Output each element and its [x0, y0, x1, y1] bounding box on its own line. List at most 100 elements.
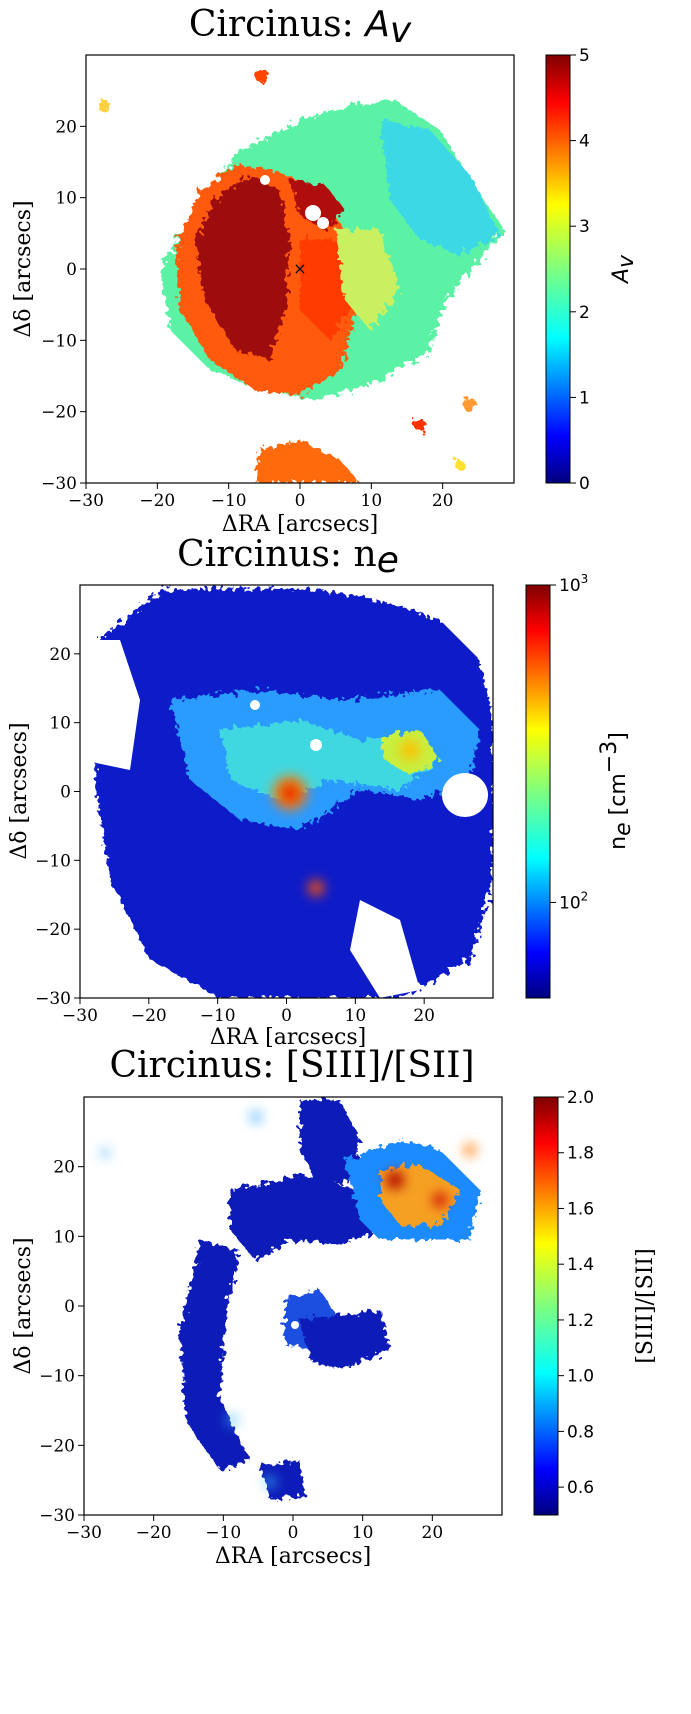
x-tick-label: −30	[62, 1006, 98, 1026]
ne-core-peak	[281, 784, 299, 802]
colorbar-tick-label: 103	[559, 572, 588, 596]
colorbar-tick-label: 0.6	[567, 1478, 594, 1498]
x-tick-label: −10	[205, 1523, 241, 1543]
x-tick-label: 10	[352, 1523, 374, 1543]
av-colorbar-ticks: 0 1 2 3 4 5	[570, 46, 590, 494]
av-region-cyan	[380, 120, 500, 255]
ratio-region-west	[180, 1240, 250, 1470]
y-tick-label: −30	[35, 989, 71, 1009]
y-tick-label: 20	[53, 1158, 75, 1178]
x-tick-label: 10	[345, 1006, 367, 1026]
colorbar-tick-label: 2.0	[567, 1088, 594, 1108]
y-tick-label: 20	[55, 117, 77, 137]
ne-xlabel: ΔRA [arcsecs]	[210, 1025, 366, 1050]
y-tick-label: 10	[49, 714, 71, 734]
ratio-ticks: −30 −20 −10 0 10 20 −30 −20 −10 0 10 20	[39, 1158, 443, 1543]
ratio-map	[101, 1100, 480, 1500]
x-tick-label: −20	[139, 491, 175, 511]
panel-av-title: Circinus: Av	[189, 4, 412, 51]
ratio-mask-hole	[291, 1321, 299, 1329]
av-speck-2	[98, 100, 110, 112]
x-tick-label: 0	[281, 1006, 292, 1026]
x-tick-label: −20	[136, 1523, 172, 1543]
colorbar-tick-label: 1.8	[567, 1144, 594, 1164]
av-speck-4	[414, 419, 426, 431]
y-tick-label: 0	[60, 783, 71, 803]
ratio-colorbar	[533, 1096, 559, 1516]
colorbar-tick-label: 1.6	[567, 1199, 594, 1219]
y-tick-label: −20	[35, 920, 71, 940]
ne-colorbar-label: ne [cm−3]	[597, 732, 636, 850]
y-tick-label: −20	[41, 403, 77, 423]
x-tick-label: 0	[295, 491, 306, 511]
av-mask-hole-1	[305, 205, 321, 221]
av-speck-3	[463, 398, 477, 412]
colorbar-tick-label: 102	[559, 889, 588, 913]
panel-ratio: Circinus: [SIII]/[SII]	[11, 1045, 658, 1569]
av-ylabel: Δδ [arcsecs]	[11, 200, 36, 337]
colorbar-tick-label: 5	[579, 46, 590, 66]
ratio-region-core-ext	[300, 1310, 390, 1370]
colorbar-tick-label: 1.2	[567, 1311, 594, 1331]
ne-mask-hole-2	[310, 739, 322, 751]
y-tick-label: 0	[66, 260, 77, 280]
av-region-south	[255, 440, 360, 483]
colorbar-tick-label: 1.0	[567, 1367, 594, 1387]
panel-ne: Circinus: ne −30 −20 −10 0 10 20 −30 −20 −10 0	[7, 534, 636, 1050]
x-tick-label: −30	[68, 491, 104, 511]
av-region-yellowgreen	[335, 230, 400, 330]
panel-ne-title: Circinus: ne	[177, 534, 399, 581]
x-tick-label: 10	[361, 491, 383, 511]
panel-av: Circinus: Av	[11, 4, 639, 537]
colorbar-tick-label: 3	[579, 217, 590, 237]
ratio-colorbar-ticks: 0.6 0.8 1.0 1.2 1.4 1.6 1.8 2.0	[558, 1088, 594, 1498]
y-tick-label: 0	[64, 1297, 75, 1317]
x-tick-label: −10	[211, 491, 247, 511]
av-nucleus-marker: ×	[293, 259, 306, 278]
x-tick-label: 20	[432, 491, 454, 511]
y-tick-label: −20	[39, 1436, 75, 1456]
ratio-region-north	[300, 1100, 360, 1190]
ratio-speck-3	[227, 1415, 237, 1425]
ratio-peak-2	[433, 1193, 447, 1207]
ratio-speck-4	[265, 1477, 275, 1487]
ne-mask-hole-1	[250, 700, 260, 710]
av-ticks: −30 −20 −10 0 10 20 −30 −20 −10 0 10 20	[41, 117, 453, 511]
y-tick-label: −10	[41, 331, 77, 351]
ratio-region-south	[260, 1460, 305, 1500]
y-tick-label: 10	[53, 1227, 75, 1247]
colorbar-tick-label: 1	[579, 388, 590, 408]
ratio-xlabel: ΔRA [arcsecs]	[215, 1544, 371, 1569]
y-tick-label: −30	[41, 474, 77, 494]
ratio-peak-3	[464, 1144, 476, 1156]
y-tick-label: −10	[39, 1367, 75, 1387]
colorbar-tick-label: 0	[579, 474, 590, 494]
av-colorbar	[545, 54, 571, 484]
ne-mask-gap-south	[350, 900, 420, 998]
colorbar-tick-label: 4	[579, 132, 590, 152]
x-tick-label: 20	[413, 1006, 435, 1026]
x-tick-label: −20	[131, 1006, 167, 1026]
av-colorbar-label: Av	[609, 254, 639, 285]
ne-mask-gap-west	[82, 640, 140, 770]
av-region-darkred-2	[290, 180, 345, 230]
av-map: ×	[98, 69, 505, 483]
ratio-region-arc	[230, 1175, 380, 1260]
av-xlabel: ΔRA [arcsecs]	[222, 512, 378, 537]
x-tick-label: 0	[288, 1523, 299, 1543]
av-mask-hole-2	[317, 217, 329, 229]
x-tick-label: −10	[200, 1006, 236, 1026]
y-tick-label: −10	[35, 851, 71, 871]
colorbar-tick-label: 1.4	[567, 1255, 594, 1275]
y-tick-label: 10	[55, 189, 77, 209]
colorbar-tick-label: 0.8	[567, 1422, 594, 1442]
ratio-speck-1	[251, 1112, 261, 1122]
ratio-speck-2	[101, 1149, 109, 1157]
av-mask-hole-3	[260, 175, 270, 185]
ne-mask-hole-large	[442, 773, 488, 817]
av-region-darkred	[195, 175, 290, 360]
av-speck-1	[255, 69, 269, 83]
av-speck-5	[455, 460, 465, 470]
ne-colorbar	[525, 584, 551, 999]
